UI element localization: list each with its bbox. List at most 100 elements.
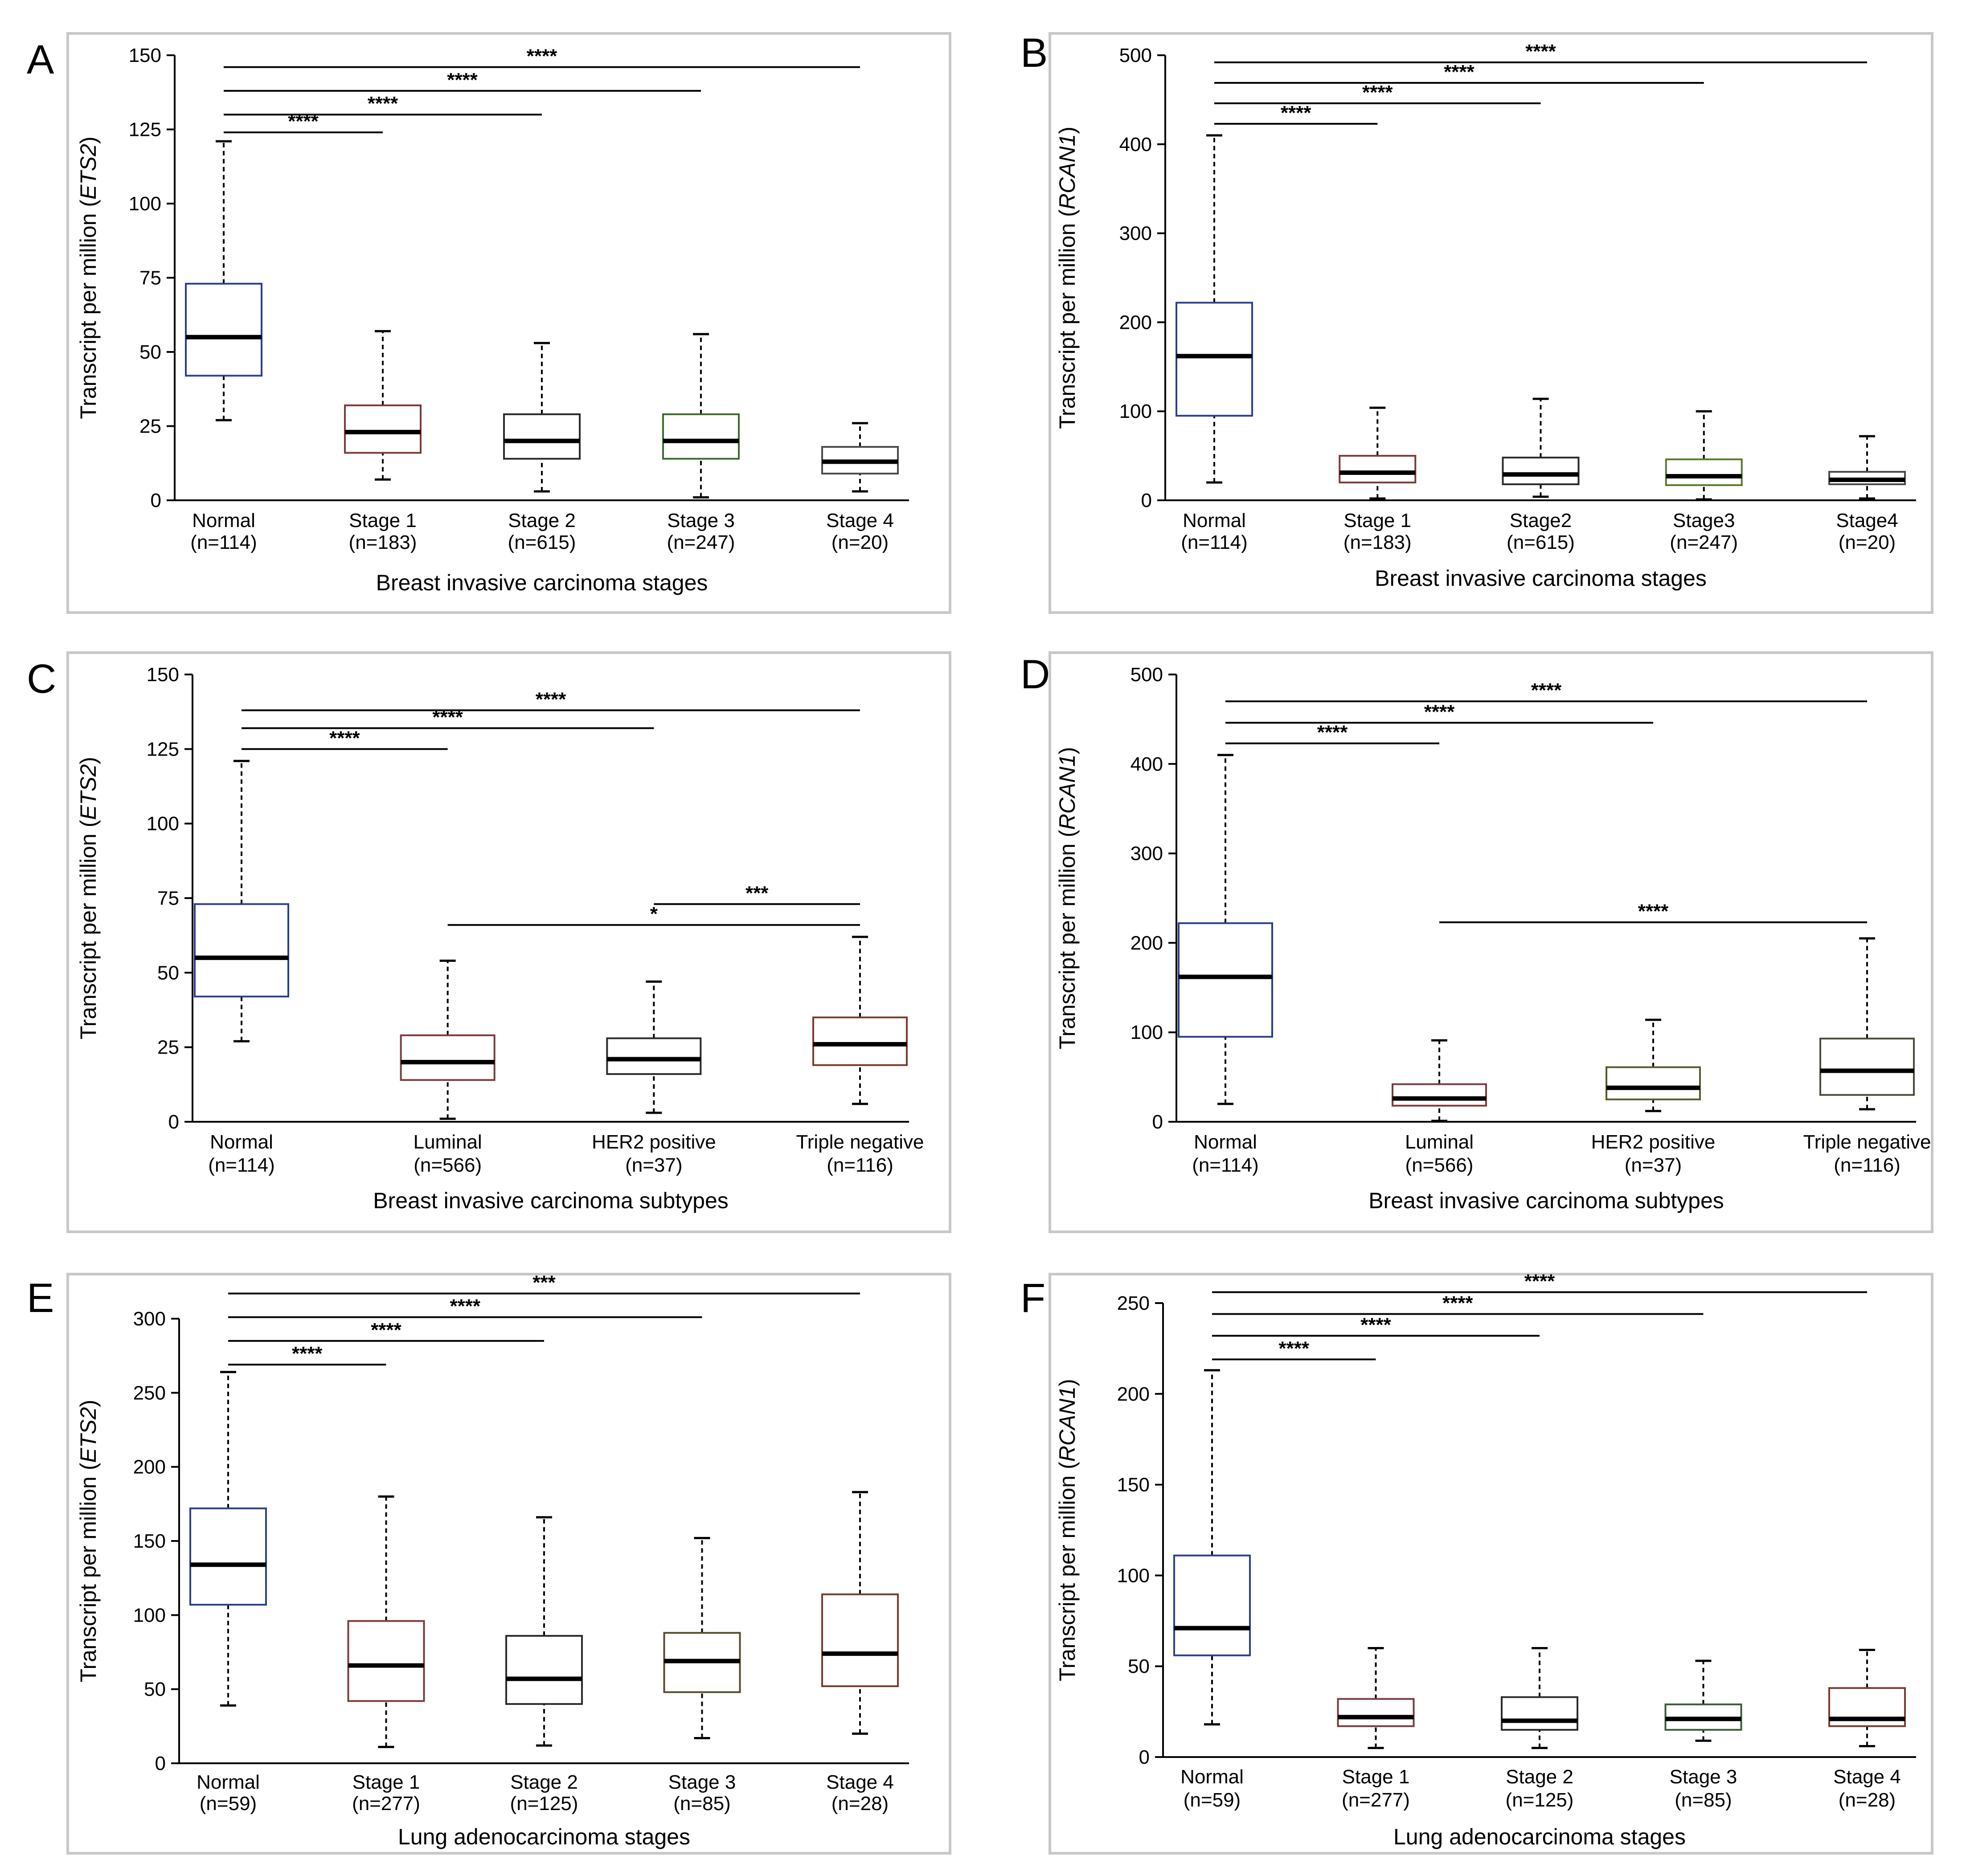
sample-size-label: (n=28): [831, 1793, 889, 1815]
category-label: Luminal: [414, 1131, 482, 1153]
category-label: HER2 positive: [1591, 1131, 1716, 1153]
category-label: Triple negative: [1803, 1131, 1931, 1153]
significance-label: ****: [536, 688, 566, 710]
sample-size-label: (n=615): [1507, 531, 1575, 553]
category-label: Stage4: [1836, 510, 1898, 531]
category-label: Luminal: [1405, 1131, 1474, 1153]
y-tick-label: 125: [147, 738, 179, 760]
category-label: Stage 1: [352, 1771, 420, 1793]
y-tick-label: 250: [133, 1382, 166, 1404]
significance-label: ****: [450, 1296, 481, 1317]
panel-letter: B: [1020, 30, 1048, 76]
iqr-box: [189, 1507, 267, 1606]
sample-size-label: (n=37): [1625, 1154, 1682, 1176]
significance-label: ****: [1524, 1271, 1555, 1292]
box-normal: [1176, 134, 1253, 484]
box-stage-4: [821, 1491, 899, 1735]
significance-label: ****: [1360, 1314, 1391, 1336]
box-stage-1: [347, 1495, 425, 1748]
box-stage-1: [1339, 406, 1417, 500]
iqr-box: [1665, 458, 1743, 486]
significance-label: ****: [1531, 679, 1562, 701]
category-label: Stage 3: [667, 510, 735, 531]
category-label: Stage 4: [1833, 1766, 1901, 1788]
y-axis-label: Transcript per million (ETS2): [76, 1400, 101, 1682]
y-tick-label: 75: [139, 267, 161, 289]
iqr-box: [1337, 1698, 1415, 1727]
sample-size-label: (n=59): [200, 1793, 257, 1815]
sample-size-label: (n=183): [349, 531, 417, 553]
box-normal: [1178, 754, 1273, 1105]
iqr-box: [821, 1593, 899, 1688]
box-triple-negative: [812, 936, 908, 1105]
y-tick-label: 100: [147, 813, 179, 835]
y-axis-label: Transcript per million (ETS2): [76, 136, 101, 419]
category-label: Normal: [210, 1131, 273, 1153]
sample-size-label: (n=28): [1839, 1789, 1896, 1811]
sample-size-label: (n=59): [1184, 1789, 1241, 1811]
significance-label: ****: [1525, 41, 1556, 62]
panel-b: B 0 100 200 300 400 500 Transcript per million …: [1020, 30, 1933, 614]
category-label: Normal: [197, 1771, 260, 1793]
category-label: Triple negative: [796, 1131, 924, 1153]
box-luminal: [400, 960, 496, 1120]
sample-size-label: (n=116): [827, 1154, 893, 1176]
iqr-box: [1819, 1038, 1915, 1096]
panel-frame: [1049, 651, 1933, 1233]
significance-label: ****: [1638, 900, 1669, 922]
y-tick-label: 100: [1119, 401, 1152, 422]
category-label: Stage 3: [1670, 1766, 1737, 1788]
y-tick-label: 400: [1131, 753, 1163, 775]
category-label: Normal: [1194, 1131, 1257, 1153]
box-triple-negative: [1819, 937, 1915, 1111]
box-stage-1: [344, 330, 422, 481]
iqr-box: [812, 1016, 908, 1066]
panel-letter: C: [27, 656, 56, 702]
category-label: Stage2: [1510, 510, 1572, 531]
y-axis-label: Transcript per million (RCAN1): [1055, 747, 1080, 1050]
y-tick-label: 400: [1119, 134, 1152, 155]
category-label: HER2 positive: [592, 1131, 716, 1153]
box-stage-4: [821, 422, 899, 493]
box-normal: [189, 1371, 267, 1707]
significance-label: ****: [1442, 1292, 1473, 1314]
x-axis-label: Breast invasive carcinoma subtypes: [373, 1188, 729, 1213]
box-stage4: [1828, 435, 1906, 500]
y-tick-label: 25: [139, 416, 161, 437]
y-tick-label: 200: [1117, 1383, 1150, 1405]
significance-label: ****: [329, 727, 360, 749]
significance-label: ***: [532, 1271, 556, 1293]
sample-size-label: (n=20): [1839, 531, 1896, 553]
y-axis-label: Transcript per million (RCAN1): [1055, 1379, 1080, 1681]
iqr-box: [185, 282, 262, 377]
iqr-box: [1606, 1066, 1701, 1100]
panel-letter: A: [27, 37, 54, 82]
iqr-box: [662, 413, 740, 460]
category-label: Stage 1: [1343, 510, 1411, 531]
x-axis-label: Breast invasive carcinoma stages: [376, 570, 708, 595]
y-tick-label: 50: [157, 962, 179, 984]
y-tick-label: 75: [157, 887, 179, 909]
y-tick-label: 0: [168, 1111, 179, 1133]
x-axis-label: Breast invasive carcinoma subtypes: [1368, 1188, 1724, 1213]
y-tick-label: 0: [1141, 490, 1152, 511]
box-her2-positive: [606, 980, 702, 1114]
sample-size-label: (n=183): [1343, 531, 1412, 553]
panel-f: F 0 50 100 150 200 250 Transcript per million (…: [1020, 1271, 1933, 1855]
box-stage-3: [663, 1537, 741, 1739]
significance-label: ****: [292, 1343, 323, 1365]
panel-c: C 0 25 50 75 100 125 150 Transcript per million …: [27, 651, 951, 1233]
y-tick-label: 500: [1119, 45, 1152, 66]
significance-label: ****: [371, 1319, 401, 1341]
box-luminal: [1392, 1039, 1487, 1122]
iqr-box: [505, 1635, 583, 1705]
y-tick-label: 250: [1117, 1292, 1150, 1314]
y-tick-label: 300: [1119, 223, 1152, 245]
category-label: Stage 4: [826, 510, 894, 531]
sample-size-label: (n=125): [510, 1793, 578, 1815]
sample-size-label: (n=125): [1506, 1789, 1574, 1811]
significance-label: ****: [1362, 82, 1393, 103]
iqr-box: [1176, 302, 1253, 417]
box-stage-2: [503, 342, 581, 493]
x-axis-label: Lung adenocarcinoma stages: [398, 1824, 690, 1849]
